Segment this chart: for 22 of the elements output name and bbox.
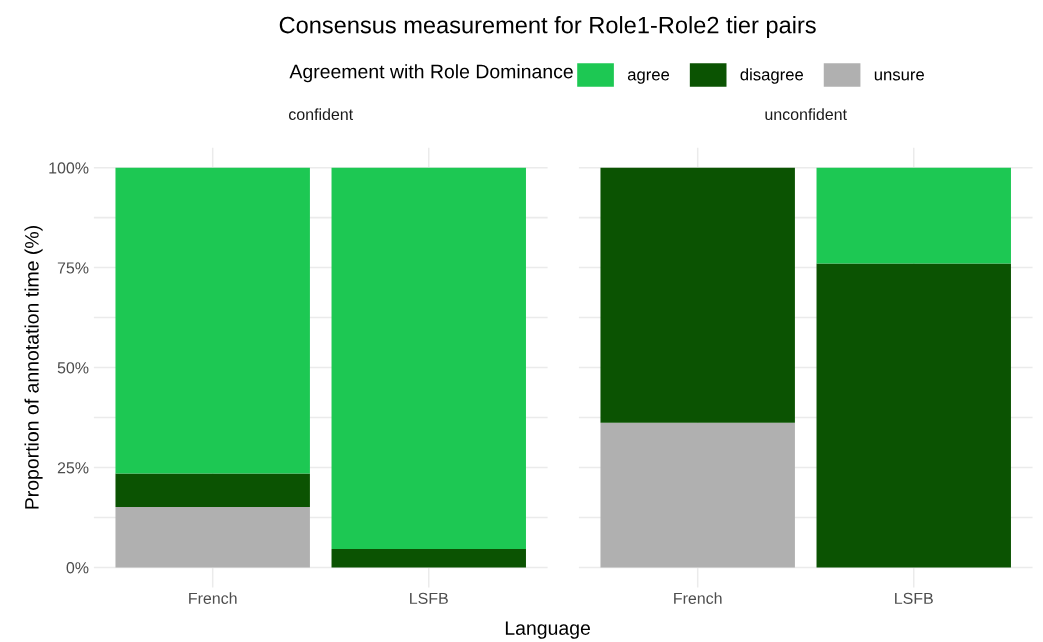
y-tick-label: 50%: [57, 362, 89, 374]
bar: [115, 507, 310, 568]
bar: [115, 473, 310, 508]
legend-label: agree: [627, 71, 670, 84]
legend-label: unsure: [874, 71, 924, 81]
y-axis-title: Proportion of annotation time (%): [24, 226, 43, 509]
legend-title: Agreement with Role Dominance: [289, 64, 573, 83]
legend-label: disagree: [740, 68, 804, 84]
chart-title: Consensus measurement for Role1-Role2 tier pairs: [279, 16, 816, 39]
x-tick-label: French: [674, 592, 722, 605]
chart-subtitle: confident: [288, 108, 354, 121]
bar: [115, 167, 310, 474]
x-tick-label: LSFB: [410, 592, 448, 605]
y-tick-label: 25%: [57, 462, 89, 474]
x-tick-label: LSFB: [895, 592, 933, 605]
y-tick-label: 75%: [57, 262, 89, 274]
y-tick-label: 0%: [66, 562, 89, 574]
x-tick-label: French: [189, 592, 237, 605]
bar: [331, 549, 526, 568]
y-tick-label: 100%: [49, 162, 89, 174]
chart-subtitle: unconfident: [765, 108, 847, 121]
x-axis-title: Language: [505, 621, 590, 639]
